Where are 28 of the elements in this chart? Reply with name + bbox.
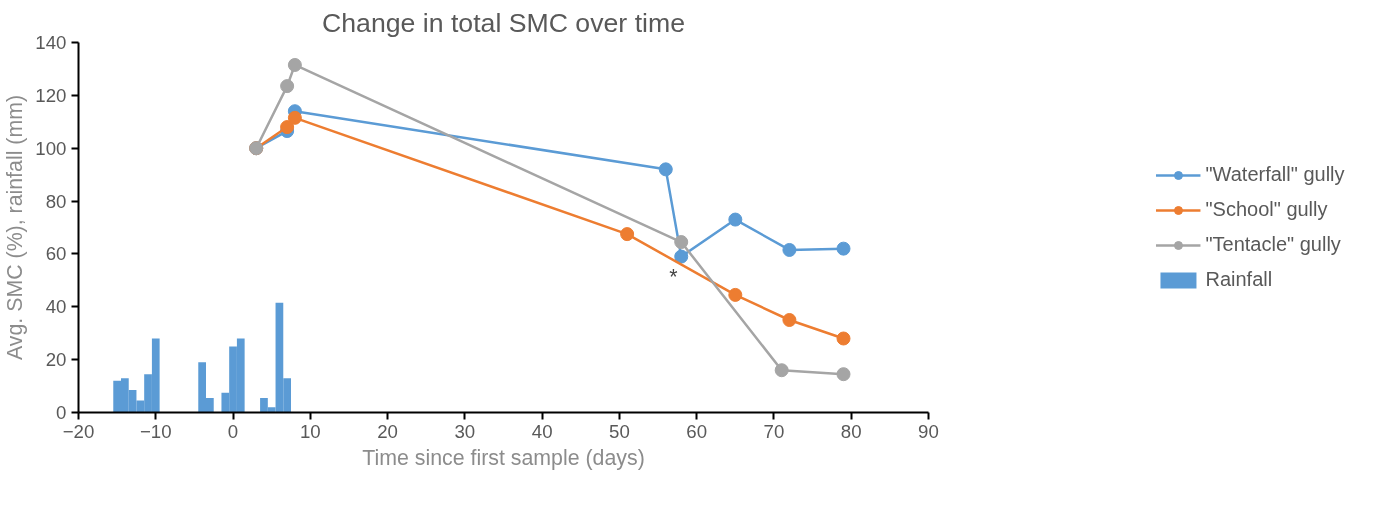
x-tick-label: 50 (609, 420, 630, 442)
y-tick-label: 40 (45, 296, 67, 318)
x-tick-label: −20 (62, 420, 95, 442)
chart-title: Change in total SMC over time (322, 7, 685, 38)
x-tick-label: 40 (531, 420, 553, 442)
x-tick-label: 80 (840, 420, 862, 442)
legend-label: "Waterfall" gully (1205, 163, 1345, 186)
y-tick-label: 60 (45, 243, 67, 265)
x-axis-title: Time since first sample (days) (362, 445, 645, 470)
y-tick-label: 80 (45, 190, 67, 212)
y-axis-title: Avg. SMC (%), rainfall (mm) (3, 94, 28, 361)
x-tick-label: 70 (763, 420, 785, 442)
y-tick-label: 100 (35, 137, 67, 159)
legend-label: Rainfall (1205, 268, 1273, 291)
x-tick-label: −10 (139, 420, 172, 442)
y-tick-label: 0 (56, 402, 67, 423)
x-tick-label: 20 (377, 420, 398, 442)
y-tick-label: 120 (35, 84, 67, 106)
legend-label: "School" gully (1205, 198, 1328, 221)
y-tick-label: 140 (35, 32, 67, 53)
annotation: * (669, 265, 678, 290)
x-tick-label: 30 (454, 420, 476, 442)
legend-label: "Tentacle" gully (1205, 233, 1341, 256)
x-tick-label: 90 (918, 420, 939, 442)
x-tick-label: 60 (686, 420, 708, 442)
x-tick-label: 10 (299, 420, 321, 442)
y-tick-label: 20 (45, 349, 67, 371)
x-tick-label: 0 (227, 420, 239, 442)
